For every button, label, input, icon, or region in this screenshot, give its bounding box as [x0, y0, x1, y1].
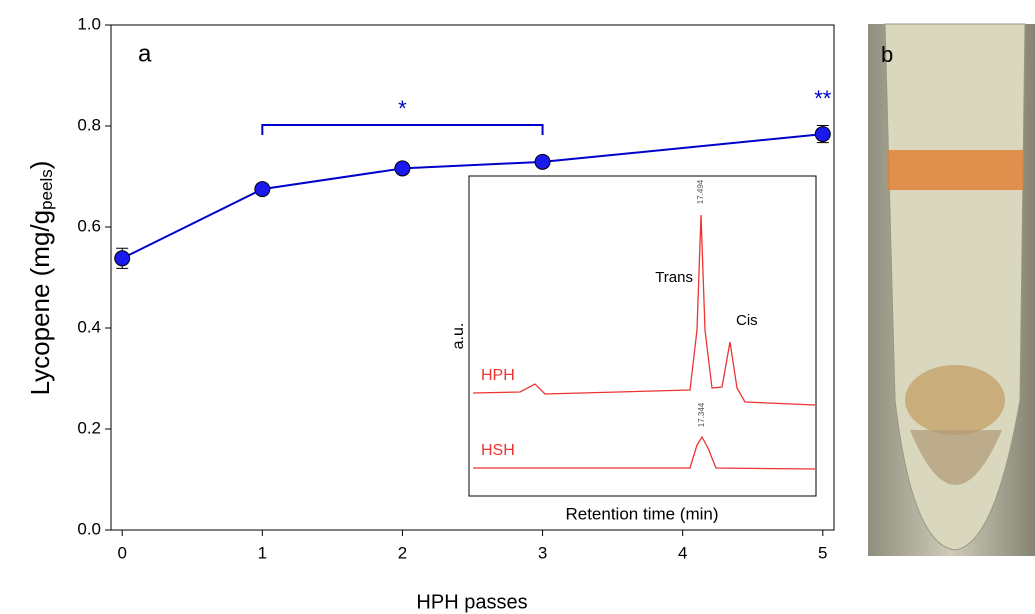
inset-frame [468, 175, 817, 497]
inset-x-label: Retention time (min) [565, 504, 718, 523]
hsh-trace [473, 435, 816, 470]
retention-time: 17.344 [697, 402, 706, 427]
hph-trace [472, 214, 816, 406]
significance: * [398, 96, 407, 121]
point [814, 126, 831, 143]
peak-label: Trans [655, 269, 693, 286]
y-axis-label-sub: peels [37, 169, 56, 210]
x-axis-label: HPH passes [416, 591, 527, 613]
y-tick-label: 0.4 [77, 317, 101, 336]
point [534, 153, 551, 170]
point [394, 160, 411, 177]
point [114, 250, 131, 267]
y-tick-label: 0.6 [77, 216, 101, 235]
x-tick-label: 1 [258, 543, 267, 562]
photo: b [868, 23, 1035, 556]
y-axis-label-main: Lycopene (mg/g [25, 210, 55, 395]
point [254, 181, 271, 198]
bracket [261, 124, 544, 135]
peak-label: Cis [736, 312, 758, 329]
panel-label: b [881, 42, 893, 67]
trace-label: HSH [481, 442, 515, 459]
inset: a.u. Retention time (min) HPH HSH Trans … [450, 175, 817, 523]
y-axis-label: Lycopene (mg/gpeels) [25, 161, 57, 396]
y-tick-label: 0.8 [77, 115, 101, 134]
inset-y-label: a.u. [450, 323, 467, 350]
trace-label: HPH [481, 367, 515, 384]
y-axis-label-end: ) [25, 161, 55, 170]
retention-time: 17.494 [696, 179, 705, 204]
plot-frame [110, 24, 835, 531]
x-tick-label: 3 [538, 543, 547, 562]
significance: ** [814, 86, 832, 111]
y-tick-label: 1.0 [77, 14, 101, 33]
y-tick-label: 0.0 [77, 519, 101, 538]
panel-label: a [138, 40, 152, 67]
x-tick-label: 0 [117, 543, 126, 562]
x-tick-label: 4 [678, 543, 687, 562]
x-tick-label: 2 [398, 543, 407, 562]
y-tick-label: 0.2 [77, 418, 101, 437]
x-tick-label: 5 [818, 543, 827, 562]
